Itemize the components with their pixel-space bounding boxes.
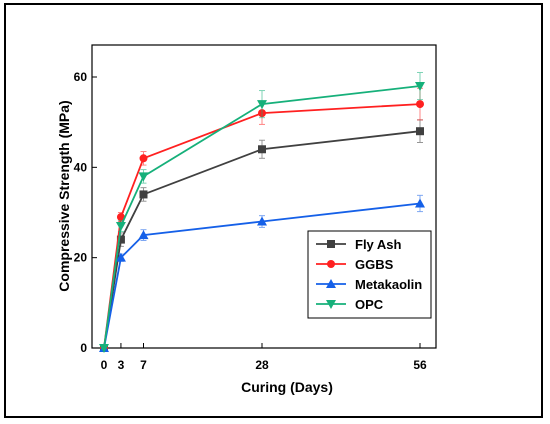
x-tick-label: 28 [255,358,269,372]
legend-label: OPC [355,297,384,312]
y-axis-label: Compressive Strength (MPa) [56,100,72,291]
data-point [415,198,425,208]
data-point [416,127,424,136]
y-tick-label: 40 [74,160,88,174]
data-point [115,252,126,262]
x-axis-ticks: 0 3 7 28 56 [101,343,427,372]
x-tick-label: 0 [101,358,108,372]
legend-label: Metakaolin [355,277,422,292]
legend-item-opc: OPC [316,297,384,312]
legend-item-fly-ash: Fly Ash [316,237,402,252]
data-point [138,230,149,240]
legend-marker [326,279,336,288]
series-opc [99,71,425,353]
legend-label: GGBS [355,257,394,272]
data-point [116,213,125,222]
y-axis-ticks: 0 20 40 60 [74,70,97,355]
x-tick-label: 56 [413,358,427,372]
data-point [415,82,425,92]
data-point [258,145,266,154]
y-tick-label: 60 [74,70,88,84]
data-point [139,154,148,163]
data-point [115,222,126,232]
legend-item-ggbs: GGBS [316,257,394,272]
y-tick-label: 0 [80,341,87,355]
legend: Fly Ash GGBS Metakaolin OPC [307,230,432,319]
data-point [138,172,149,182]
legend-marker [327,260,335,268]
data-point [257,216,267,226]
figure-frame [4,3,543,418]
x-tick-label: 3 [118,358,125,372]
legend-item-metakaolin: Metakaolin [316,277,422,292]
data-point [257,100,267,110]
y-tick-label: 20 [74,251,88,265]
x-axis-label: Curing (Days) [241,379,333,395]
series-metakaolin [99,194,425,352]
legend-marker [326,300,336,309]
data-point [99,344,109,353]
data-point [139,190,148,199]
series-layer [99,71,425,353]
legend-label: Fly Ash [355,237,402,252]
plot-area [91,44,437,349]
data-point [116,235,125,244]
x-tick-label: 7 [140,358,147,372]
legend-marker [327,240,335,248]
data-point [416,100,424,109]
